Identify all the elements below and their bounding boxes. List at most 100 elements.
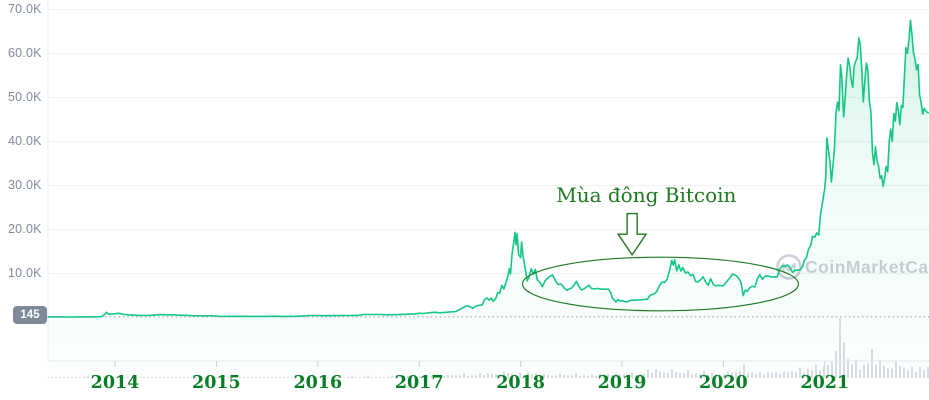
volume-bar [815, 364, 817, 378]
volume-bar [155, 377, 157, 378]
volume-bar [423, 375, 425, 378]
volume-bar [59, 377, 61, 378]
volume-bar [279, 376, 281, 378]
volume-bar [263, 377, 265, 378]
volume-bar [595, 375, 597, 378]
volume-bar [655, 369, 657, 378]
x-axis-label: 2018 [496, 373, 545, 393]
volume-bar [47, 377, 49, 378]
volume-bar [675, 372, 677, 378]
volume-bar [707, 374, 709, 378]
x-axis-label: 2014 [90, 373, 140, 393]
volume-bar [555, 375, 557, 378]
volume-bar [627, 374, 629, 378]
volume-bar [659, 371, 661, 378]
volume-bar [803, 372, 805, 378]
volume-bar [591, 374, 593, 378]
x-axis-label: 2021 [800, 373, 850, 393]
volume-bar [67, 377, 69, 378]
volume-bar [151, 377, 153, 378]
volume-bar [811, 369, 813, 378]
y-axis-label: 10.0K [8, 266, 42, 281]
volume-bar [99, 377, 101, 378]
volume-bar [223, 376, 225, 378]
volume-bar [195, 377, 197, 378]
volume-bar [775, 372, 777, 378]
axis-frame [47, 0, 929, 367]
volume-bar [291, 377, 293, 378]
volume-bar [447, 374, 449, 378]
volume-bar [123, 376, 125, 378]
volume-bar [699, 373, 701, 378]
volume-bar [375, 377, 377, 378]
volume-bar [687, 370, 689, 378]
volume-bar [87, 375, 89, 378]
volume-bar [131, 377, 133, 378]
volume-bar [331, 377, 333, 378]
volume-bar [863, 364, 865, 378]
price-line [47, 19, 929, 318]
volume-bar [171, 377, 173, 378]
volume-bar [371, 377, 373, 378]
volume-bar [463, 373, 465, 378]
volume-bar [351, 375, 353, 378]
volume-bar [847, 358, 849, 378]
volume-bar [367, 375, 369, 378]
volume-bar [379, 377, 381, 378]
volume-bar [383, 377, 385, 378]
volume-bar [475, 375, 477, 378]
volume-bar [207, 377, 209, 378]
price-line-path [47, 19, 929, 318]
volume-bar [219, 377, 221, 378]
baseline-price-badge: 145 [13, 306, 47, 324]
volume-bar [127, 376, 129, 378]
volume-bar [759, 372, 761, 378]
volume-bar [267, 377, 269, 378]
volume-bar [343, 377, 345, 378]
volume-bar [743, 364, 745, 378]
volume-bar [507, 373, 509, 378]
volume-bar [607, 374, 609, 378]
volume-bar [887, 368, 889, 378]
volume-bar [739, 371, 741, 378]
volume-bar [551, 375, 553, 378]
volume-bar [807, 368, 809, 378]
coinmarketcap-watermark: CoinMarketCap [776, 254, 929, 280]
volume-bar [735, 371, 737, 378]
volume-bar [859, 369, 861, 378]
volume-bar [407, 375, 409, 378]
volume-bar [663, 372, 665, 378]
volume-bar [871, 349, 873, 378]
volume-bar [327, 377, 329, 378]
volume-bar [495, 374, 497, 378]
volume-bar [355, 377, 357, 378]
volume-bar [539, 375, 541, 378]
volume-bar [511, 373, 513, 378]
volume-bar [427, 376, 429, 378]
volume-bar [299, 377, 301, 378]
volume-bar [471, 375, 473, 378]
volume-bar [487, 373, 489, 378]
volume-bar [275, 377, 277, 378]
volume-bar [271, 377, 273, 378]
volume-bar [455, 375, 457, 378]
volume-bar [827, 364, 829, 378]
volume-bar [363, 376, 365, 378]
volume-bar [51, 377, 53, 378]
volume-bar [247, 377, 249, 378]
volume-bar [467, 376, 469, 378]
volume-bar [923, 369, 925, 378]
gridlines [48, 8, 929, 274]
volume-bar [175, 377, 177, 378]
volume-bar [347, 376, 349, 378]
volume-bar [403, 376, 405, 378]
volume-bar [603, 374, 605, 378]
volume-bar [639, 374, 641, 378]
volume-bar [483, 375, 485, 378]
volume-bar [451, 375, 453, 378]
volume-bar [419, 376, 421, 378]
volume-bar [243, 377, 245, 378]
volume-bar [703, 370, 705, 378]
volume-bar [107, 377, 109, 378]
